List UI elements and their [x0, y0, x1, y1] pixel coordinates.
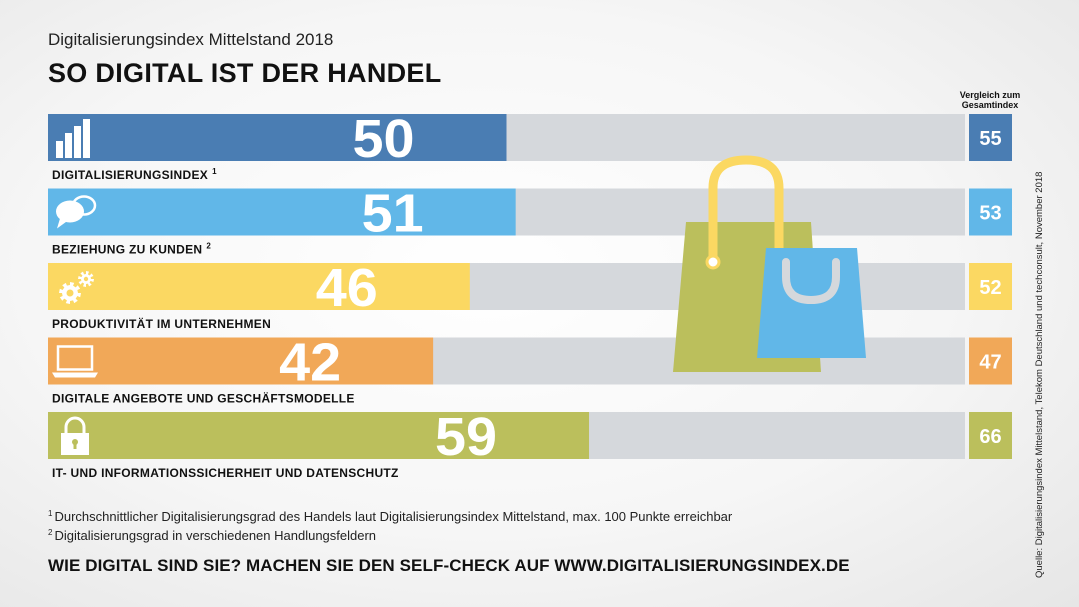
comparison-value: 66 [979, 426, 1001, 448]
bars-layer: 50 55 DIGITALISIERUNGSINDEX 1 51 53 BEZIEHUNG … [48, 109, 1012, 480]
comparison-box [969, 114, 1012, 161]
bar-value-label: 50 [353, 109, 415, 169]
comparison-value: 55 [979, 128, 1001, 150]
bar-value-label: 42 [279, 333, 341, 393]
bar [48, 114, 507, 161]
bar-value-label: 51 [362, 184, 424, 244]
bar-group: 46 52 PRODUKTIVITÄT IM UNTERNEHMEN [48, 258, 1012, 331]
bar-value-label: 46 [316, 258, 378, 318]
comparison-value: 47 [979, 352, 1001, 374]
footnote-1: 1 Durchschnittlicher Digitalisierungsgrad… [48, 509, 733, 524]
gears-icon [59, 271, 94, 304]
bar [48, 188, 516, 236]
bar-value-label: 59 [435, 407, 497, 467]
category-label: IT- UND INFORMATIONSSICHERHEIT UND DATEN… [52, 466, 399, 480]
category-label: PRODUKTIVITÄT IM UNTERNEHMEN [52, 316, 271, 331]
bar [48, 263, 470, 310]
comparison-value: 53 [979, 203, 1001, 225]
self-check-link[interactable]: WIE DIGITAL SIND SIE? MACHEN SIE DEN SEL… [48, 556, 850, 575]
chart-title: SO DIGITAL IST DER HANDEL [48, 58, 442, 88]
footnote-2: 2 Digitalisierungsgrad in verschiedenen H… [48, 528, 377, 543]
shopping-bags-icon [673, 155, 866, 372]
padlock-icon [61, 416, 89, 455]
comparison-value: 52 [979, 277, 1001, 299]
speech-bubbles-icon [56, 195, 97, 229]
bar-group: 42 47 DIGITALE ANGEBOTE UND GESCHÄFTSMODEL… [48, 333, 1012, 406]
bar-chart-icon [56, 119, 90, 158]
bar-group: 50 55 DIGITALISIERUNGSINDEX 1 [48, 109, 1012, 182]
bar [48, 337, 434, 385]
source-note: Quelle: Digitalisierungsindex Mittelstan… [1034, 171, 1045, 578]
category-label: BEZIEHUNG ZU KUNDEN 2 [52, 242, 211, 257]
bar-group: 51 53 BEZIEHUNG ZU KUNDEN 2 [48, 184, 1012, 257]
bar-group: 59 66 IT- UND INFORMATIONSSICHERHEIT UND D… [48, 407, 1012, 480]
comparison-box [969, 337, 1012, 385]
category-label: DIGITALISIERUNGSINDEX 1 [52, 167, 217, 182]
comparison-box [969, 188, 1012, 236]
laptop-icon [52, 345, 98, 378]
comparison-box [969, 263, 1012, 310]
comparison-box [969, 412, 1012, 459]
chart-subtitle: Digitalisierungsindex Mittelstand 2018 [48, 30, 334, 49]
comparison-header: Vergleich zum Gesamtindex [959, 90, 1021, 110]
bar [48, 412, 590, 459]
category-label: DIGITALE ANGEBOTE UND GESCHÄFTSMODELLE [52, 391, 355, 406]
